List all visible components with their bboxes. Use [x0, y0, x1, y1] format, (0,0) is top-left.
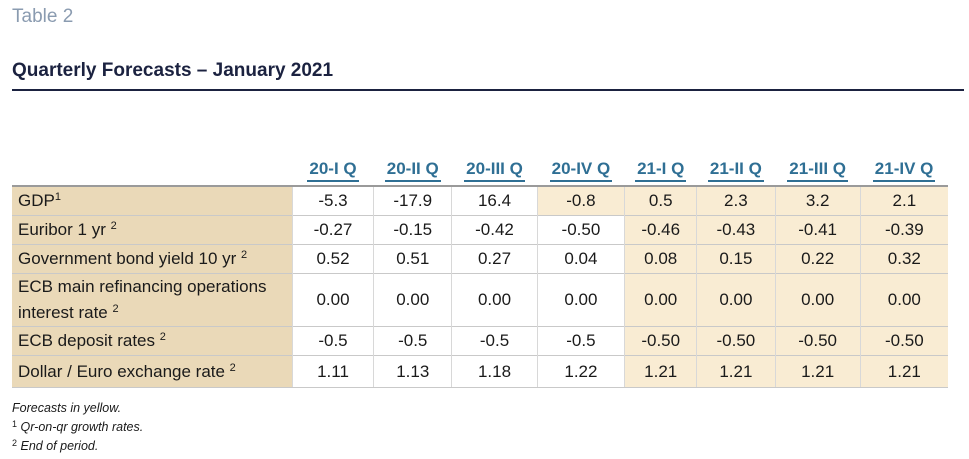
- table-cell: 0.00: [624, 273, 697, 327]
- table-cell: -5.3: [292, 185, 374, 216]
- table-cell: 0.08: [624, 244, 697, 274]
- table-cell: 0.00: [696, 273, 776, 327]
- table-cell: 2.3: [696, 185, 776, 216]
- forecast-note: Forecasts in yellow.: [12, 401, 122, 415]
- table-cell: 1.21: [696, 355, 776, 388]
- table-cell: 0.00: [292, 273, 374, 327]
- table-cell: -0.50: [696, 326, 776, 356]
- footnote-2: 2 End of period.: [12, 438, 99, 453]
- table-cell: 0.32: [859, 244, 948, 274]
- table-cell: 0.00: [451, 273, 538, 327]
- footnote-1: 1 Qr-on-qr growth rates.: [12, 419, 144, 434]
- table-cell: 0.15: [696, 244, 776, 274]
- table-row: ECB deposit rates 2 -0.5 -0.5 -0.5 -0.5 -0.50…: [12, 326, 948, 356]
- table-cell: -0.43: [696, 215, 776, 245]
- table-cell: -0.46: [624, 215, 697, 245]
- table-cell: -0.50: [859, 326, 948, 356]
- column-header: 20-III Q: [451, 155, 538, 186]
- table-cell: 0.5: [624, 185, 697, 216]
- column-header: 21-IV Q: [860, 155, 948, 186]
- table-cell: -0.39: [859, 215, 948, 245]
- table-cell: -0.27: [292, 215, 374, 245]
- table-number: Table 2: [12, 6, 74, 27]
- table-cell: 0.00: [536, 273, 625, 327]
- forecast-table: 20-I Q 20-II Q 20-III Q 20-IV Q 21-I Q 2…: [12, 155, 948, 388]
- table-row: Government bond yield 10 yr 2 0.52 0.51 0.2…: [12, 244, 948, 274]
- table-cell: 0.00: [372, 273, 452, 327]
- table-cell: 1.22: [536, 355, 625, 388]
- table-cell: -0.15: [372, 215, 452, 245]
- table-cell: 1.18: [451, 355, 538, 388]
- table-cell: 0.00: [774, 273, 861, 327]
- table-cell: -0.50: [624, 326, 697, 356]
- column-header: 21-I Q: [624, 155, 697, 186]
- header-row: 20-I Q 20-II Q 20-III Q 20-IV Q 21-I Q 2…: [12, 155, 948, 186]
- table-cell: 1.21: [859, 355, 948, 388]
- table-row: Euribor 1 yr 2 -0.27 -0.15 -0.42 -0.50 -0.46-…: [12, 215, 948, 245]
- table-cell: 1.21: [774, 355, 861, 388]
- table-cell: 1.13: [372, 355, 452, 388]
- table-cell: 3.2: [774, 185, 861, 216]
- table-cell: -0.42: [451, 215, 538, 245]
- column-header: 20-I Q: [292, 155, 374, 186]
- header-corner: [12, 155, 293, 186]
- table-cell: -0.5: [372, 326, 452, 356]
- table-cell: -0.5: [292, 326, 374, 356]
- footnotes: Forecasts in yellow. 1 Qr-on-qr growth r…: [12, 400, 143, 454]
- table-cell: 1.21: [624, 355, 697, 388]
- table-cell: 0.04: [536, 244, 625, 274]
- table-cell: 2.1: [859, 185, 948, 216]
- table-cell: 0.22: [774, 244, 861, 274]
- table-title: Quarterly Forecasts – January 2021: [12, 60, 334, 81]
- row-label: Government bond yield 10 yr 2: [12, 244, 293, 274]
- row-label: Euribor 1 yr 2: [12, 215, 293, 245]
- row-label: ECB deposit rates 2: [12, 326, 293, 356]
- column-header: 20-IV Q: [537, 155, 625, 186]
- table-cell: 16.4: [451, 185, 538, 216]
- column-header: 20-II Q: [373, 155, 452, 186]
- table-cell: 1.11: [292, 355, 374, 388]
- table-cell: 0.00: [859, 273, 948, 327]
- row-label: Dollar / Euro exchange rate 2: [12, 355, 293, 388]
- table-cell: 0.51: [372, 244, 452, 274]
- row-label: GDP1: [12, 185, 293, 216]
- table-cell: -0.5: [451, 326, 538, 356]
- table-cell: 0.52: [292, 244, 374, 274]
- table-row: GDP1 -5.3 -17.9 16.4 -0.8 0.5 2.3 3.2 2.1: [12, 185, 948, 216]
- table-row: Dollar / Euro exchange rate 2 1.11 1.13 1.1…: [12, 355, 948, 388]
- table-cell: -0.41: [774, 215, 861, 245]
- column-header: 21-II Q: [696, 155, 776, 186]
- table-cell: -0.50: [774, 326, 861, 356]
- table-row: ECB main refinancing operations interest…: [12, 273, 948, 327]
- row-label: ECB main refinancing operations interest…: [12, 273, 293, 327]
- column-header: 21-III Q: [775, 155, 861, 186]
- table-cell: -0.8: [536, 185, 625, 216]
- table-cell: -17.9: [372, 185, 452, 216]
- table-cell: 0.27: [451, 244, 538, 274]
- table-cell: -0.5: [536, 326, 625, 356]
- table-cell: -0.50: [536, 215, 625, 245]
- title-divider: [12, 89, 964, 91]
